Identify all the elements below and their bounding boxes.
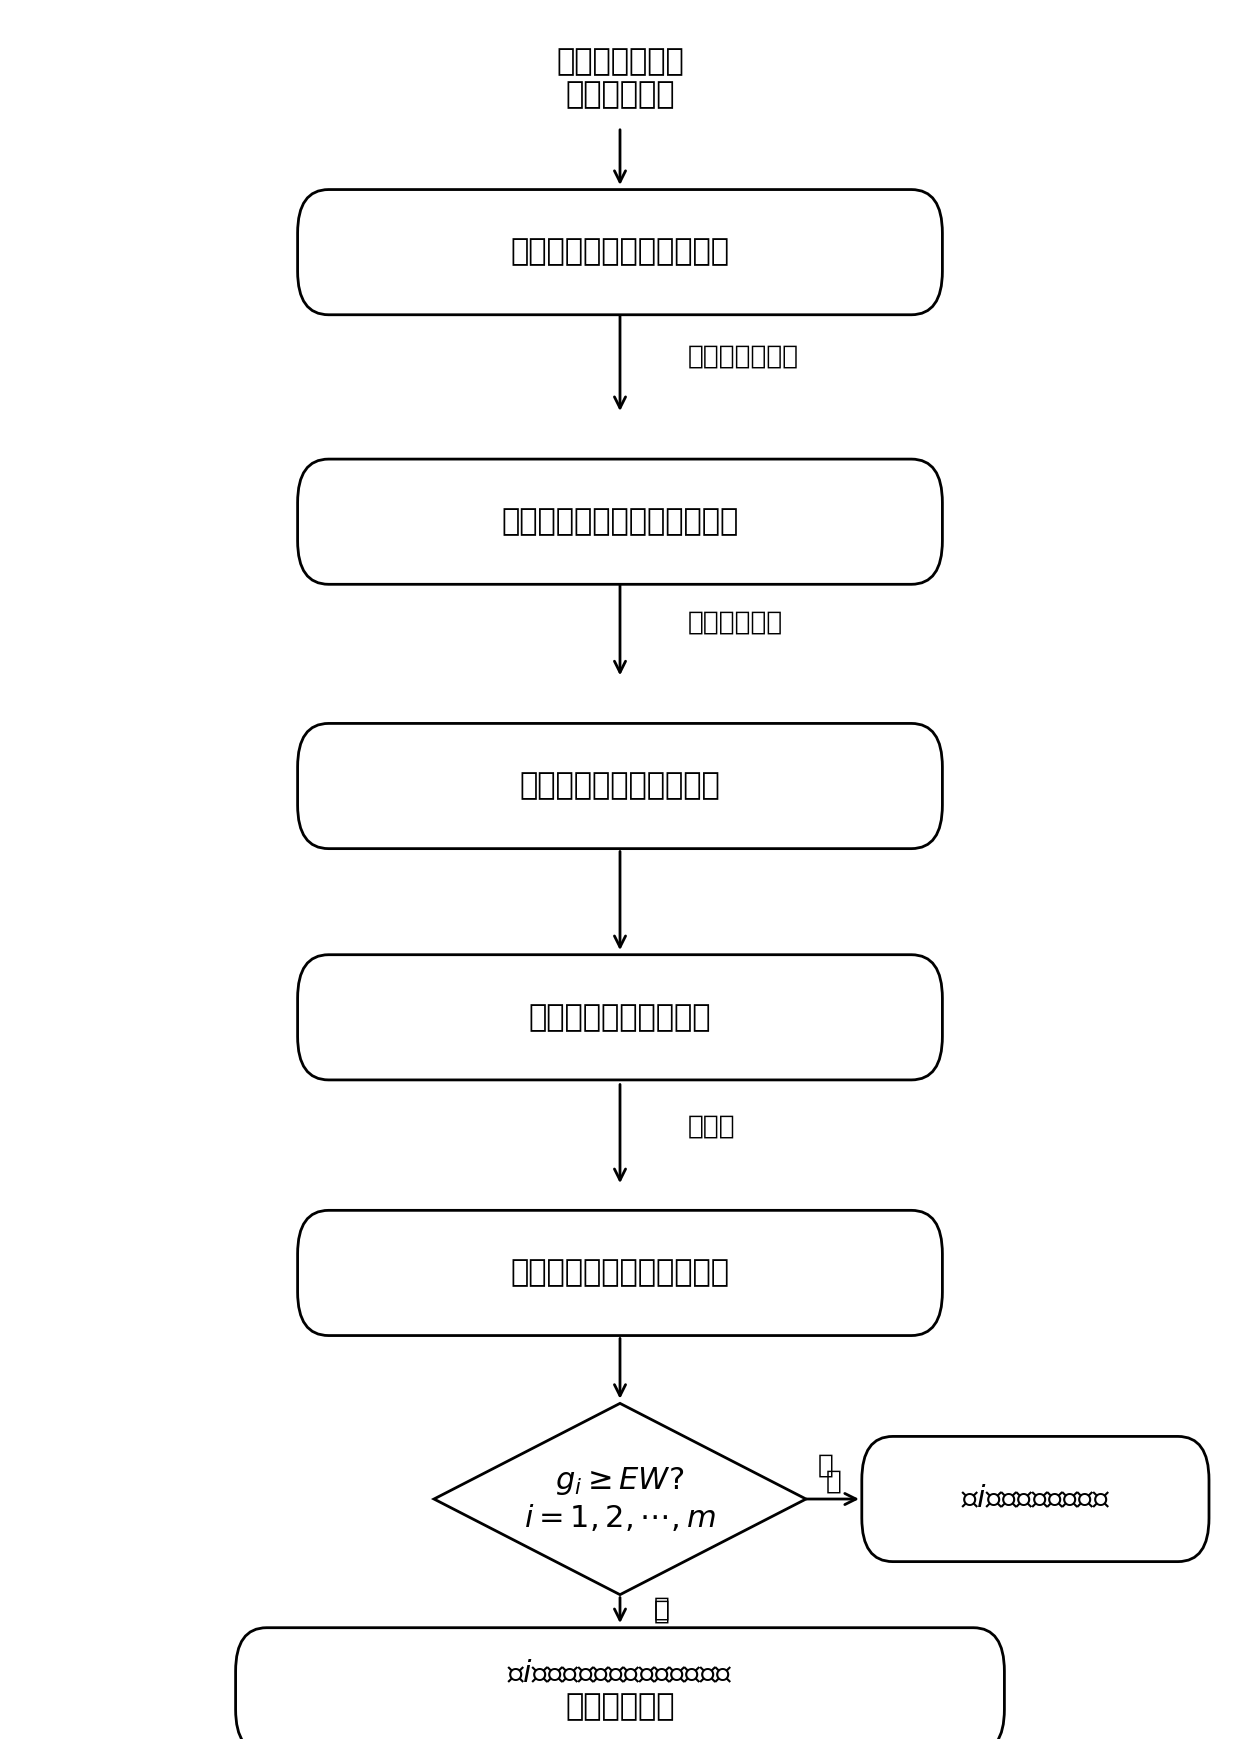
Text: 归一化: 归一化 — [688, 1115, 735, 1139]
Text: 搜寻聚类中心光伏逆变器: 搜寻聚类中心光伏逆变器 — [520, 772, 720, 800]
Text: 稀疏自编码算法: 稀疏自编码算法 — [688, 344, 800, 369]
FancyBboxPatch shape — [298, 723, 942, 849]
FancyBboxPatch shape — [298, 190, 942, 315]
Text: 快速聚类算法: 快速聚类算法 — [688, 610, 784, 635]
Text: 光伏逆变器集群的主特征矩阵: 光伏逆变器集群的主特征矩阵 — [501, 508, 739, 536]
Text: 归一化的累积偏心距离矩阵: 归一化的累积偏心距离矩阵 — [511, 1259, 729, 1287]
Text: 否: 否 — [818, 1452, 833, 1478]
Text: 第$i$台光伏逆变器正常: 第$i$台光伏逆变器正常 — [961, 1485, 1110, 1513]
FancyBboxPatch shape — [298, 459, 942, 584]
Polygon shape — [434, 1403, 806, 1595]
Text: 否: 否 — [826, 1469, 842, 1494]
FancyBboxPatch shape — [862, 1436, 1209, 1562]
Text: 光伏逆变器集群原始特征库: 光伏逆变器集群原始特征库 — [511, 238, 729, 266]
Text: 是: 是 — [653, 1596, 670, 1621]
Text: 是: 是 — [653, 1600, 670, 1624]
Text: 计算累积偏心距离矩阵: 计算累积偏心距离矩阵 — [528, 1003, 712, 1031]
Text: 光伏逆变器集群
历史监测信号: 光伏逆变器集群 历史监测信号 — [556, 47, 684, 110]
FancyBboxPatch shape — [298, 955, 942, 1080]
FancyBboxPatch shape — [236, 1628, 1004, 1739]
FancyBboxPatch shape — [298, 1210, 942, 1336]
Text: $g_i \geq EW$?
$i=1,2,\cdots,m$: $g_i \geq EW$? $i=1,2,\cdots,m$ — [525, 1464, 715, 1534]
Text: 第$i$台光伏逆变器将要发生故障，
发出预警信息: 第$i$台光伏逆变器将要发生故障， 发出预警信息 — [507, 1659, 733, 1722]
